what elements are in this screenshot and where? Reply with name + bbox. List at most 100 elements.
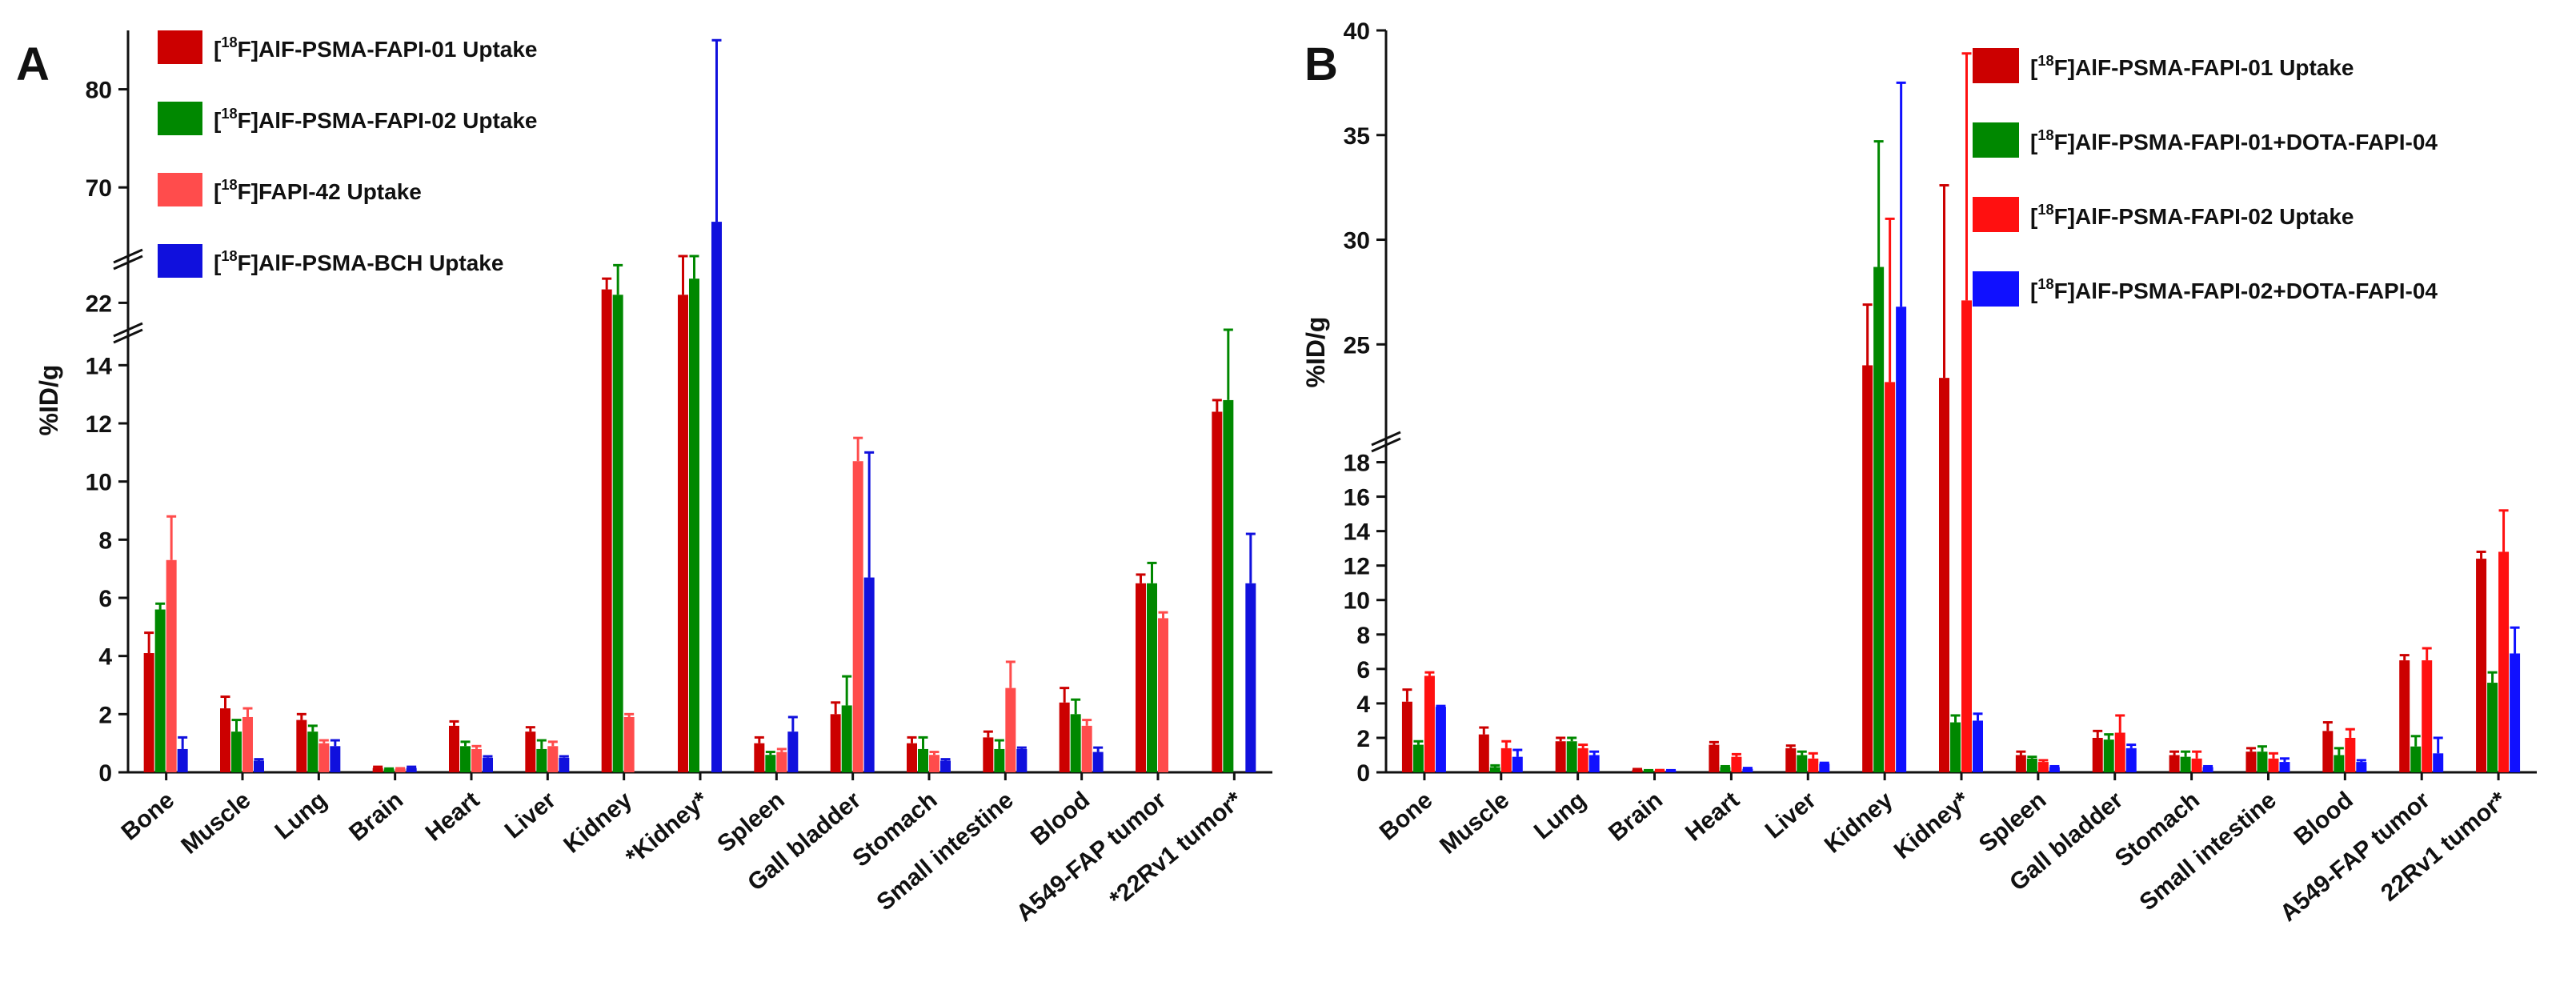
y-tick-label: 16 — [1344, 485, 1370, 511]
bar-bone-s1 — [143, 653, 154, 772]
x-tick-label: Kidney* — [1889, 787, 1975, 864]
bar-small-intestine-s1 — [2245, 752, 2257, 772]
legend-entry: [18F]AlF-PSMA-FAPI-02 Uptake — [2030, 202, 2354, 229]
bar-liver-s4 — [559, 757, 570, 772]
x-tick-label: *Kidney* — [621, 787, 714, 871]
bar-lung-s3 — [1577, 748, 1588, 772]
y-tick-label: 22 — [86, 291, 112, 317]
bar-brain-s4 — [1665, 770, 1677, 772]
y-tick-label: 6 — [1356, 657, 1370, 683]
bar--22rv1-tumor--s1 — [1212, 411, 1223, 772]
bar-small-intestine-s4 — [2279, 762, 2290, 772]
bar-gall-bladder-s4 — [2125, 748, 2137, 772]
bar-lung-s1 — [1555, 741, 1566, 772]
y-tick-label: 12 — [1344, 554, 1370, 580]
bar-muscle-s2 — [1489, 767, 1500, 772]
bar-brain-s3 — [395, 768, 406, 772]
axis-break-mark — [113, 328, 143, 344]
legend-swatch — [158, 244, 202, 278]
bar-gall-bladder-s2 — [841, 705, 852, 772]
x-tick-label: Kidney — [1820, 787, 1898, 859]
x-tick-label: Muscle — [176, 787, 255, 860]
bar--22rv1-tumor--s2 — [1223, 399, 1234, 772]
bar-brain-s2 — [383, 769, 395, 772]
legend-entry: [18F]AlF-PSMA-FAPI-01 Uptake — [2030, 53, 2354, 80]
y-tick-label: 4 — [1356, 691, 1370, 718]
bar-kidney-s2 — [612, 295, 623, 772]
legend-swatch — [158, 30, 202, 64]
legend-entry: [18F]AlF-PSMA-FAPI-02 Uptake — [214, 106, 538, 133]
bar-gall-bladder-s3 — [852, 461, 863, 772]
x-tick-label: *22Rv1 tumor* — [1105, 787, 1248, 912]
bar-stomach-s3 — [929, 755, 939, 772]
bar-stomach-s2 — [918, 748, 928, 772]
bar-blood-s1 — [2322, 731, 2334, 772]
x-tick-label: Bone — [117, 787, 180, 845]
bar-muscle-s3 — [1500, 748, 1512, 772]
bar-heart-s4 — [1742, 768, 1753, 772]
bar-kidney--s1 — [1939, 378, 1949, 772]
bar-small-intestine-s2 — [2257, 752, 2268, 772]
legend-swatch — [1973, 122, 2019, 158]
x-tick-label: Bone — [1375, 787, 1438, 845]
bar-kidney--s2 — [1950, 722, 1961, 772]
x-tick-label: Small intestine — [2135, 787, 2282, 916]
y-tick-label: 4 — [98, 644, 112, 671]
bar-heart-s1 — [1709, 744, 1720, 772]
bar-kidney--s3 — [1961, 300, 1972, 772]
bar-a549-fap-tumor-s2 — [2410, 746, 2422, 772]
bar-liver-s4 — [1819, 764, 1830, 772]
bar-a549-fap-tumor-s4 — [2433, 753, 2444, 772]
legend-swatch — [1973, 48, 2019, 83]
bar-bone-s4 — [1435, 707, 1446, 772]
x-tick-label: Liver — [1761, 787, 1821, 844]
bar-liver-s1 — [1785, 748, 1797, 772]
bar-a549-fap-tumor-s2 — [1147, 583, 1157, 772]
bar-muscle-s4 — [254, 760, 264, 772]
bar-small-intestine-s4 — [1016, 748, 1028, 772]
bar-lung-s4 — [1588, 755, 1600, 772]
panel-label: A — [16, 38, 50, 90]
x-tick-label: Heart — [1681, 787, 1745, 847]
x-tick-label: Liver — [500, 787, 561, 844]
bar-a549-fap-tumor-s1 — [1136, 583, 1146, 772]
y-tick-label: 14 — [1344, 519, 1371, 546]
bar-22rv1-tumor--s1 — [2476, 559, 2487, 772]
y-tick-label: 12 — [86, 411, 112, 438]
legend-swatch — [1973, 197, 2019, 232]
bar-22rv1-tumor--s4 — [2510, 653, 2521, 772]
bar--22rv1-tumor--s4 — [1245, 583, 1256, 772]
bar-heart-s2 — [460, 746, 471, 772]
bar-spleen-s2 — [2026, 758, 2037, 772]
bar-liver-s2 — [536, 748, 547, 772]
bar-spleen-s1 — [754, 743, 765, 772]
y-tick-label: 80 — [86, 78, 112, 104]
y-tick-label: 25 — [1344, 332, 1370, 359]
bar-spleen-s4 — [2049, 767, 2060, 772]
bar-stomach-s1 — [2169, 755, 2180, 772]
bar-small-intestine-s1 — [983, 737, 994, 772]
y-tick-label: 14 — [86, 353, 113, 379]
bar-a549-fap-tumor-s3 — [2422, 660, 2433, 772]
bar-liver-s2 — [1797, 755, 1808, 772]
axis-break-mark — [1371, 437, 1401, 453]
bar-blood-s2 — [1070, 714, 1081, 772]
bar-22rv1-tumor--s2 — [2487, 683, 2498, 772]
y-tick-label: 10 — [1344, 588, 1370, 615]
bar-22rv1-tumor--s3 — [2498, 551, 2510, 772]
bar-blood-s4 — [1092, 752, 1104, 772]
bar-bone-s3 — [166, 559, 177, 772]
bar-kidney-s3 — [623, 716, 635, 772]
bar-gall-bladder-s2 — [2103, 740, 2114, 772]
bar-gall-bladder-s1 — [2092, 737, 2103, 772]
bar-brain-s1 — [372, 768, 383, 772]
bar-blood-s3 — [1081, 725, 1092, 772]
bar-heart-s2 — [1720, 767, 1731, 772]
legend-entry: [18F]AlF-PSMA-FAPI-01 Uptake — [214, 34, 538, 62]
bar-heart-s4 — [483, 757, 493, 772]
bar-muscle-s1 — [1478, 734, 1489, 772]
legend-entry: [18F]AlF-PSMA-BCH Uptake — [214, 248, 503, 275]
bar-spleen-s1 — [2015, 755, 2026, 772]
bar-small-intestine-s2 — [994, 748, 1005, 772]
